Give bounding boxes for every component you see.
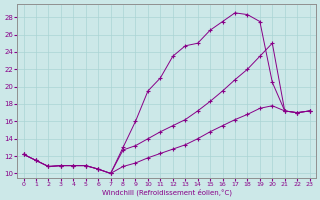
X-axis label: Windchill (Refroidissement éolien,°C): Windchill (Refroidissement éolien,°C) bbox=[101, 188, 232, 196]
